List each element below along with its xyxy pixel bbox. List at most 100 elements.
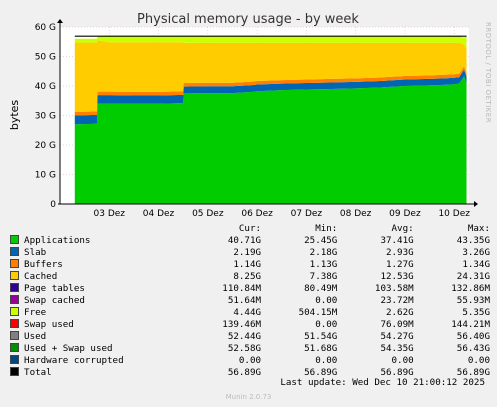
legend-row: Free 4.44G 504.15M 2.62G 5.35G	[10, 307, 490, 319]
area-free	[74, 35, 467, 49]
x-tick-label: 05 Dez	[192, 209, 224, 219]
legend-avg: 23.72M	[380, 295, 414, 306]
legend-swatch	[10, 319, 19, 328]
legend-header-row: Cur: Min: Avg: Max:	[10, 223, 490, 235]
legend-max: 43.35G	[456, 235, 490, 246]
legend-avg: 76.09M	[380, 319, 414, 330]
legend-swatch	[10, 271, 19, 280]
legend-swatch	[10, 259, 19, 268]
y-tick-label: 40 G	[35, 82, 56, 92]
legend-header-cur: Cur:	[238, 223, 262, 234]
legend-cur: 1.14G	[233, 259, 262, 270]
legend-avg: 2.62G	[385, 307, 414, 318]
legend-max: 1.34G	[462, 259, 490, 270]
y-tick-label: 50 G	[35, 53, 56, 63]
legend-avg: 103.58M	[374, 283, 414, 294]
rrdtool-side-label: RRDTOOL / TOBI OETIKER	[484, 22, 492, 123]
legend-avg: 2.93G	[385, 247, 414, 258]
legend-row: Swap used 139.46M 0.00 76.09M 144.21M	[10, 319, 490, 331]
legend-swatch	[10, 307, 19, 316]
legend-name: Swap cached	[24, 295, 85, 306]
tick-labels: 0 10 G 20 G 30 G 40 G 50 G 60 G 03 Dez 04 Dez 05 …	[35, 23, 471, 219]
x-tick-label: 09 Dez	[389, 209, 421, 219]
legend-swatch	[10, 355, 19, 364]
legend-min: 504.15M	[298, 307, 338, 318]
legend-name: Used	[24, 331, 47, 342]
chart-title: Physical memory usage - by week	[137, 12, 359, 27]
legend-cur: 8.25G	[233, 271, 262, 282]
x-tick-label: 06 Dez	[241, 209, 273, 219]
legend-name: Free	[24, 307, 47, 318]
legend-max: 3.26G	[462, 247, 490, 258]
legend-max: 132.86M	[451, 283, 490, 294]
legend-cur: 52.58G	[227, 343, 262, 354]
legend-row: Used + Swap used 52.58G 51.68G 54.35G 56.43G	[10, 343, 490, 355]
legend-min: 1.13G	[309, 259, 338, 270]
area-applications	[74, 76, 467, 204]
x-axis-arrow	[474, 201, 478, 207]
legend-row: Page tables 110.84M 80.49M 103.58M 132.86M	[10, 283, 490, 295]
legend-min: 51.54G	[304, 331, 338, 342]
legend-max: 0.00	[467, 355, 490, 366]
legend-header-avg: Avg:	[391, 223, 414, 234]
legend-min: 25.45G	[304, 235, 338, 246]
legend-max: 55.93M	[456, 295, 490, 306]
legend-max: 5.35G	[462, 307, 490, 318]
legend-name: Buffers	[24, 259, 63, 270]
legend-swatch	[10, 331, 19, 340]
legend-min: 56.89G	[304, 367, 338, 378]
legend-avg: 54.27G	[380, 331, 414, 342]
munin-version: Munin 2.0.73	[225, 393, 272, 401]
legend-cur: 52.44G	[227, 331, 262, 342]
legend-row: Cached 8.25G 7.38G 12.53G 24.31G	[10, 271, 490, 283]
area-cached	[74, 40, 467, 112]
last-update: Last update: Wed Dec 10 21:00:12 2025	[280, 377, 485, 388]
legend-cur: 4.44G	[233, 307, 262, 318]
legend-min: 0.00	[315, 319, 338, 330]
legend-swatch	[10, 295, 19, 304]
legend-name: Used + Swap used	[24, 343, 113, 354]
legend-table: Cur: Min: Avg: Max: Applications 40.71G 25…	[10, 223, 490, 379]
legend-avg: 0.00	[391, 355, 414, 366]
legend-min: 2.18G	[309, 247, 338, 258]
legend-name: Page tables	[24, 283, 85, 294]
legend-max: 56.43G	[456, 343, 490, 354]
x-tick-label: 07 Dez	[291, 209, 323, 219]
legend-name: Swap used	[24, 319, 74, 330]
legend-min: 80.49M	[304, 283, 338, 294]
legend-header-max: Max:	[467, 223, 490, 234]
legend-row: Total 56.89G 56.89G 56.89G 56.89G	[10, 367, 490, 379]
legend-cur: 2.19G	[233, 247, 262, 258]
legend-min: 0.00	[315, 355, 338, 366]
y-tick-label: 10 G	[35, 171, 56, 181]
memory-chart: 0 10 G 20 G 30 G 40 G 50 G 60 G 03 Dez 04 Dez 05 …	[8, 12, 492, 219]
legend-avg: 54.35G	[380, 343, 414, 354]
legend-cur: 56.89G	[227, 367, 262, 378]
legend-name: Hardware corrupted	[24, 355, 124, 366]
area-buffers	[74, 66, 467, 116]
legend-swatch	[10, 247, 19, 256]
y-tick-label: 20 G	[35, 141, 56, 151]
legend-avg: 12.53G	[380, 271, 414, 282]
y-axis-arrow	[57, 19, 63, 23]
x-tick-label: 10 Dez	[438, 209, 470, 219]
legend-min: 51.68G	[304, 343, 338, 354]
legend-swatch	[10, 235, 19, 244]
legend-swatch	[10, 343, 19, 352]
legend-avg: 1.27G	[385, 259, 414, 270]
legend-max: 24.31G	[456, 271, 490, 282]
legend-header-min: Min:	[315, 223, 338, 234]
legend-cur: 0.00	[238, 355, 262, 366]
legend-avg: 56.89G	[380, 367, 414, 378]
legend-name: Total	[24, 367, 52, 378]
legend-cur: 139.46M	[222, 319, 262, 330]
legend-avg: 37.41G	[380, 235, 414, 246]
legend-cur: 51.64M	[227, 295, 262, 306]
axes	[57, 19, 478, 207]
legend-cur: 40.71G	[227, 235, 262, 246]
y-tick-label: 0	[50, 200, 56, 210]
legend-name: Cached	[24, 271, 58, 282]
legend-row: Applications 40.71G 25.45G 37.41G 43.35G	[10, 235, 490, 247]
legend-max: 56.89G	[456, 367, 490, 378]
y-tick-label: 60 G	[35, 23, 56, 33]
